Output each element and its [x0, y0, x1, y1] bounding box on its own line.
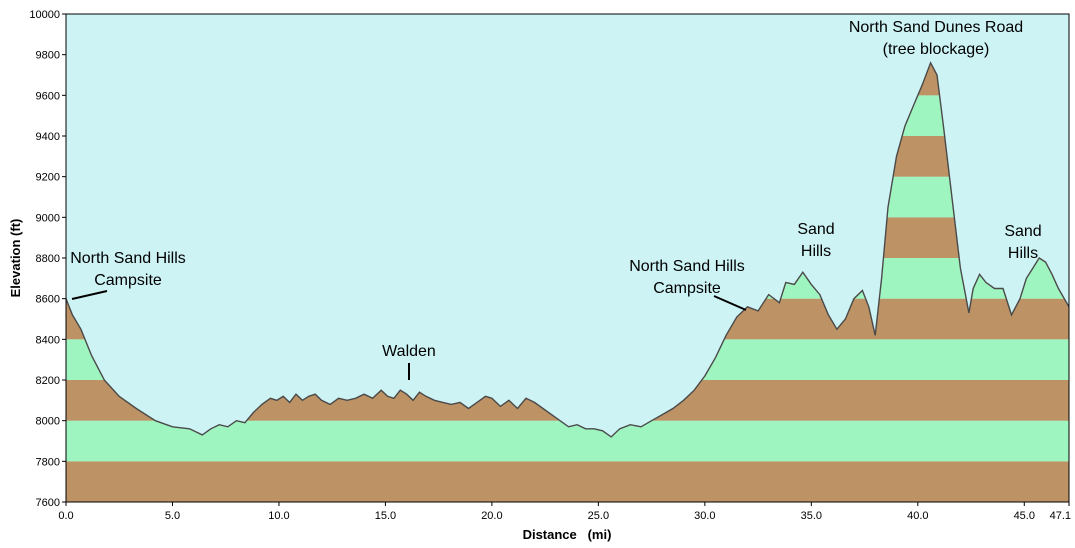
x-tick-label: 5.0 — [165, 510, 180, 522]
y-tick-label: 7800 — [36, 456, 60, 468]
annotation: North Sand Hills Campsite — [629, 258, 747, 311]
x-tick-label: 35.0 — [801, 510, 822, 522]
elevation-profile-line — [65, 61, 1070, 438]
x-axis: 0.0 5.0 10.0 15.0 20.0 25.0 30.0 35.0 40.0 45.0 47… — [58, 502, 1071, 522]
x-tick-label: 45.0 — [1014, 510, 1035, 522]
y-tick-label: 8200 — [36, 375, 60, 387]
y-tick-label: 9600 — [36, 90, 60, 102]
x-tick-label: 0.0 — [58, 510, 73, 522]
y-tick-label: 7600 — [36, 497, 60, 509]
annotation-text: Campsite — [653, 280, 721, 297]
y-tick-label: 9200 — [36, 172, 60, 184]
x-tick-label: 40.0 — [907, 510, 928, 522]
y-tick-label: 8000 — [36, 416, 60, 428]
y-tick-label: 8400 — [36, 334, 60, 346]
x-tick-label: 10.0 — [268, 510, 289, 522]
y-tick-label: 9400 — [36, 131, 60, 143]
x-tick-label: 25.0 — [588, 510, 609, 522]
annotation-text: North Sand Hills — [70, 250, 186, 267]
annotation-text: Hills — [1008, 245, 1038, 262]
annotation-text: Campsite — [94, 272, 162, 289]
annotation-text: Sand — [1004, 223, 1041, 240]
annotation-text: Sand — [797, 221, 834, 238]
annotation-text: Walden — [382, 343, 436, 360]
annotations: North Sand Hills Campsite Walden North Sand… — [70, 19, 1042, 380]
annotation: North Sand Hills Campsite — [70, 250, 186, 300]
y-tick-label: 8800 — [36, 253, 60, 265]
x-tick-label: 15.0 — [375, 510, 396, 522]
y-axis-label: Elevation (ft) — [8, 219, 23, 298]
annotation: Sand Hills — [1004, 223, 1041, 262]
y-tick-label: 8600 — [36, 294, 60, 306]
annotation-text: (tree blockage) — [883, 41, 990, 58]
x-tick-label: 47.1 — [1050, 510, 1071, 522]
annotation-leader — [713, 295, 747, 311]
x-axis-label: Distance (mi) — [523, 527, 612, 542]
annotation: North Sand Dunes Road (tree blockage) — [849, 19, 1023, 58]
y-axis: 7600 7800 8000 8200 8400 8600 8800 9000 9200 9400… — [29, 9, 66, 509]
annotation-text: North Sand Hills — [629, 258, 745, 275]
y-tick-label: 9800 — [36, 50, 60, 62]
x-tick-label: 30.0 — [694, 510, 715, 522]
annotation: Sand Hills — [797, 221, 834, 260]
y-tick-label: 9000 — [36, 212, 60, 224]
annotation: Walden — [382, 343, 436, 380]
elevation-band — [66, 420, 1069, 462]
x-tick-label: 20.0 — [481, 510, 502, 522]
y-tick-label: 10000 — [29, 9, 60, 21]
annotation-text: Hills — [801, 243, 831, 260]
annotation-leader — [71, 290, 108, 300]
elevation-band — [66, 461, 1069, 502]
annotation-text: North Sand Dunes Road — [849, 19, 1023, 36]
